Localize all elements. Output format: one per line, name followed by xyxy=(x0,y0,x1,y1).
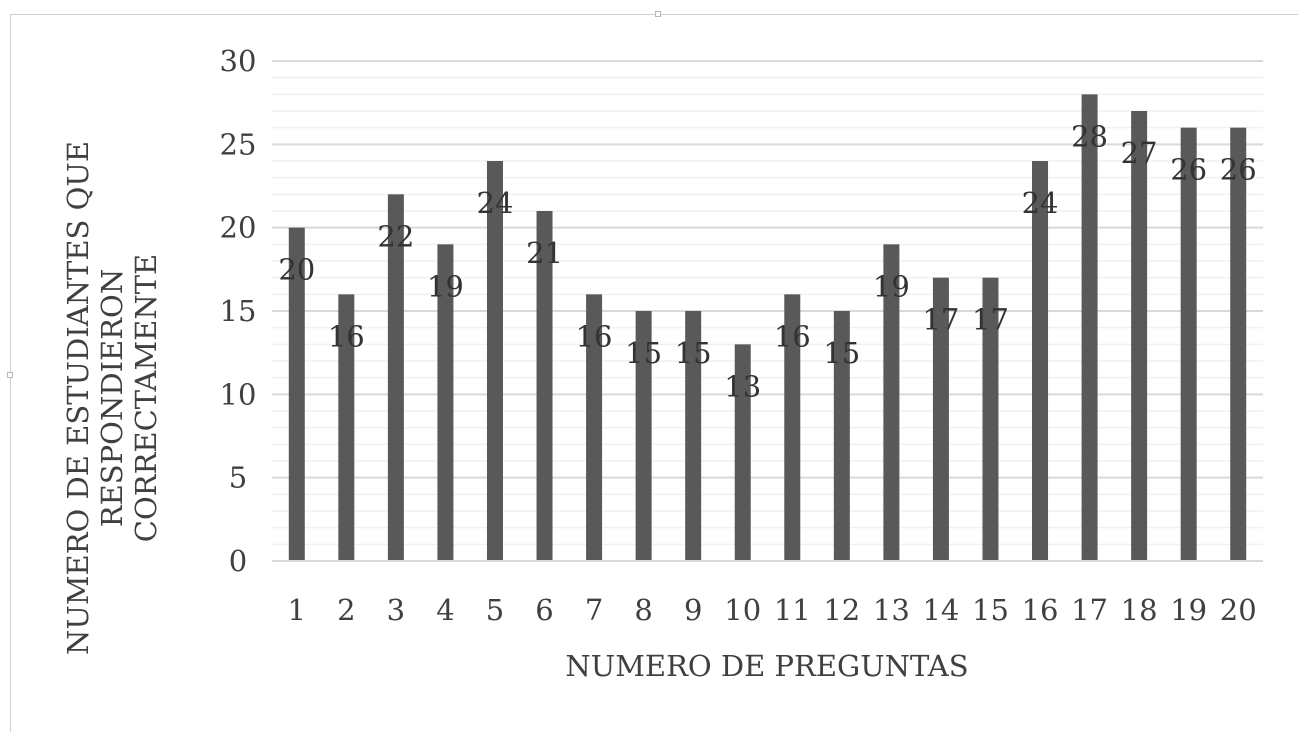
y-tick-label: 5 xyxy=(229,461,247,495)
y-tick-label: 30 xyxy=(220,44,257,78)
data-label: 13 xyxy=(724,369,761,403)
data-label: 16 xyxy=(576,319,613,353)
x-tick-label: 1 xyxy=(288,593,306,627)
x-tick-label: 14 xyxy=(922,593,959,627)
y-axis-title-line: RESPONDIERON xyxy=(95,269,129,527)
y-tick-label: 10 xyxy=(220,377,257,411)
bar xyxy=(734,344,751,561)
data-label: 19 xyxy=(873,269,910,303)
y-tick-label: 25 xyxy=(220,127,257,161)
data-label: 24 xyxy=(1022,186,1059,220)
x-tick-label: 7 xyxy=(585,593,603,627)
x-tick-label: 12 xyxy=(823,593,860,627)
data-label: 20 xyxy=(278,253,315,287)
x-tick-label: 8 xyxy=(634,593,652,627)
bar xyxy=(387,194,404,562)
x-tick-label: 2 xyxy=(337,593,355,627)
bar xyxy=(486,161,503,561)
bar xyxy=(685,311,702,561)
data-label: 21 xyxy=(526,236,563,270)
y-axis-title-line: CORRECTAMENTE xyxy=(129,254,163,542)
bar xyxy=(883,244,900,562)
resize-handle-top[interactable] xyxy=(655,11,661,17)
bar xyxy=(932,277,949,561)
bars xyxy=(288,94,1247,562)
x-tick-label: 10 xyxy=(724,593,761,627)
data-label: 16 xyxy=(328,319,365,353)
y-axis-ticks: 0 5 10 15 20 25 30 xyxy=(220,44,257,578)
y-axis-title-line: NUMERO DE ESTUDIANTES QUE xyxy=(61,141,95,655)
gridlines xyxy=(272,60,1263,546)
bar xyxy=(586,294,603,561)
x-tick-label: 4 xyxy=(436,593,454,627)
data-label: 22 xyxy=(377,219,414,253)
x-tick-label: 3 xyxy=(387,593,405,627)
y-axis-title: NUMERO DE ESTUDIANTES QUERESPONDIERONCOR… xyxy=(61,141,163,655)
data-labels: 20 16 22 19 24 21 16 15 15 13 16 15 19 17 17 24 28 27 26 26 xyxy=(278,119,1256,403)
x-tick-label: 17 xyxy=(1071,593,1108,627)
data-label: 15 xyxy=(823,336,860,370)
bar xyxy=(288,227,305,561)
y-tick-label: 20 xyxy=(220,211,257,245)
x-tick-label: 18 xyxy=(1121,593,1158,627)
x-tick-label: 13 xyxy=(873,593,910,627)
bar xyxy=(1131,111,1148,561)
bar xyxy=(784,294,801,561)
data-label: 15 xyxy=(675,336,712,370)
resize-handle-left[interactable] xyxy=(7,372,13,378)
y-tick-label: 0 xyxy=(229,544,247,578)
x-tick-label: 20 xyxy=(1220,593,1257,627)
bar xyxy=(536,211,553,561)
bar xyxy=(1230,127,1247,562)
x-tick-label: 6 xyxy=(535,593,553,627)
data-label: 24 xyxy=(477,186,514,220)
bar xyxy=(982,277,999,561)
bar xyxy=(437,244,454,562)
x-tick-label: 5 xyxy=(486,593,504,627)
x-axis-title: NUMERO DE PREGUNTAS xyxy=(565,649,968,683)
x-tick-label: 19 xyxy=(1170,593,1207,627)
bar xyxy=(1081,94,1098,561)
data-label: 28 xyxy=(1071,119,1108,153)
data-label: 17 xyxy=(922,303,959,337)
data-label: 19 xyxy=(427,269,464,303)
x-tick-label: 11 xyxy=(774,593,811,627)
data-label: 26 xyxy=(1220,153,1257,187)
x-tick-label: 16 xyxy=(1022,593,1059,627)
x-axis-ticks: 1 2 3 4 5 6 7 8 9 10 11 12 13 14 15 16 17 18 19 20 xyxy=(288,593,1257,627)
bar xyxy=(833,311,850,561)
data-label: 27 xyxy=(1121,136,1158,170)
data-label: 26 xyxy=(1170,153,1207,187)
bar xyxy=(338,294,355,561)
y-tick-label: 15 xyxy=(220,294,257,328)
bar xyxy=(635,311,652,561)
x-tick-label: 15 xyxy=(972,593,1009,627)
x-tick-label: 9 xyxy=(684,593,702,627)
data-label: 17 xyxy=(972,303,1009,337)
data-label: 15 xyxy=(625,336,662,370)
bar xyxy=(1180,127,1197,562)
bar xyxy=(1032,161,1049,561)
data-label: 16 xyxy=(774,319,811,353)
